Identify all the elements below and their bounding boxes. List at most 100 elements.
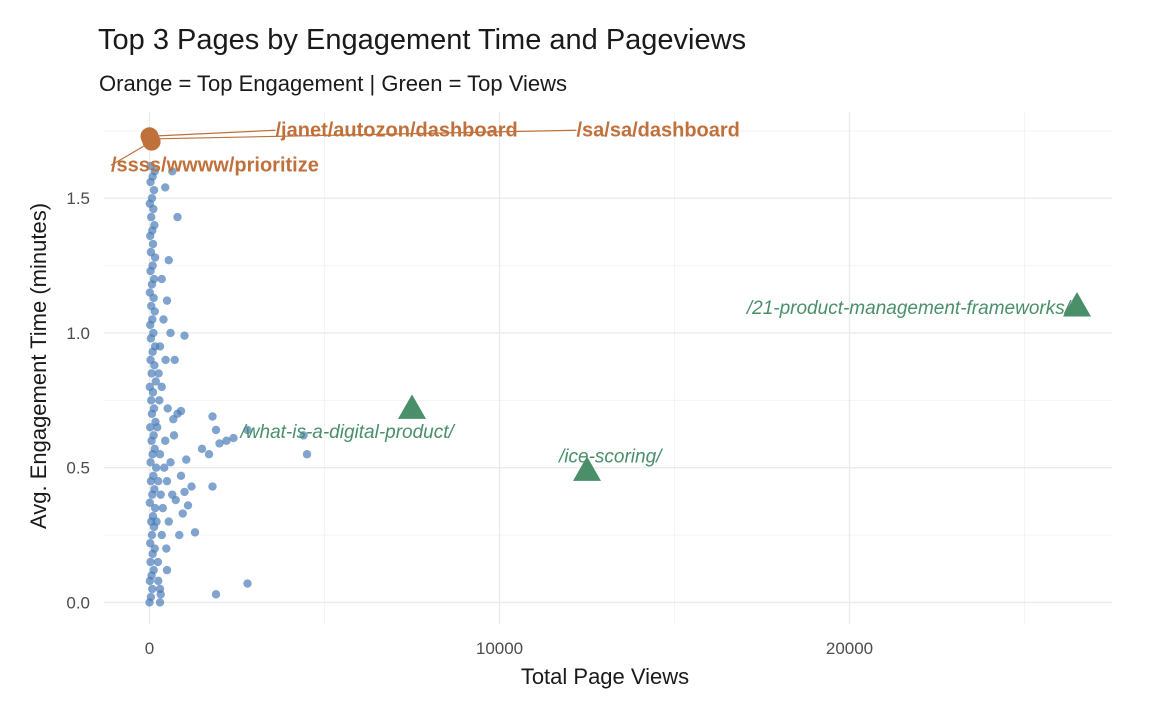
data-point — [161, 355, 170, 365]
data-point — [149, 471, 158, 480]
data-point — [162, 565, 172, 575]
data-point — [157, 274, 166, 284]
data-point — [149, 274, 159, 284]
point-label: /ssss/wwww/prioritize — [111, 154, 319, 176]
data-point — [211, 425, 221, 435]
data-point — [161, 183, 170, 192]
chart-subtitle: Orange = Top Engagement | Green = Top Vi… — [99, 71, 568, 96]
data-point — [302, 450, 312, 459]
data-point — [162, 296, 172, 305]
data-point — [154, 576, 163, 586]
data-point — [147, 369, 156, 378]
data-point — [153, 423, 162, 432]
data-point — [164, 517, 173, 526]
top-views-point — [573, 456, 601, 481]
point-label: /janet/autozon/dashboard — [276, 119, 518, 141]
data-point — [166, 328, 175, 338]
point-label: /what-is-a-digital-product/ — [239, 422, 456, 443]
data-point — [147, 301, 156, 311]
data-point — [155, 396, 164, 405]
data-point — [182, 455, 191, 464]
data-point — [243, 425, 252, 435]
data-point — [147, 530, 157, 540]
data-point — [149, 185, 159, 195]
data-point — [155, 450, 165, 459]
data-point — [151, 377, 160, 386]
data-point — [180, 487, 189, 497]
data-point — [208, 482, 217, 491]
data-point — [183, 501, 193, 510]
data-point — [166, 458, 175, 467]
data-point — [163, 404, 172, 413]
data-point — [146, 538, 155, 548]
data-point — [146, 161, 156, 171]
data-point — [146, 592, 156, 602]
data-point — [222, 436, 231, 445]
data-point — [211, 590, 221, 599]
data-point — [156, 590, 165, 599]
point-label: /21-product-management-frameworks/ — [745, 298, 1072, 319]
data-point — [243, 579, 252, 588]
point-label: /ice-scoring/ — [557, 446, 663, 467]
data-point — [146, 458, 155, 467]
y-tick-label: 1.0 — [66, 324, 90, 343]
x-tick-label: 0 — [145, 639, 154, 658]
data-point — [204, 450, 214, 459]
data-point — [150, 503, 160, 513]
data-point — [162, 544, 171, 553]
data-point — [159, 315, 168, 324]
data-point — [158, 503, 167, 513]
data-point — [190, 528, 200, 537]
data-point — [187, 482, 196, 491]
data-point — [146, 423, 155, 432]
grid — [104, 112, 1112, 624]
data-point — [149, 328, 158, 338]
chart-title: Top 3 Pages by Engagement Time and Pagev… — [98, 24, 747, 56]
data-point — [149, 404, 159, 413]
data-point — [156, 490, 165, 499]
y-tick-label: 1.5 — [66, 189, 90, 208]
data-point — [171, 495, 180, 505]
label-leader-line — [149, 129, 276, 137]
data-point — [150, 444, 159, 454]
data-point — [145, 288, 155, 297]
top-views-point — [398, 394, 426, 419]
data-point — [145, 382, 155, 392]
x-axis-label: Total Page Views — [521, 664, 689, 689]
data-point — [169, 415, 178, 424]
data-point — [150, 485, 159, 494]
data-point — [168, 167, 177, 176]
data-point — [178, 509, 187, 518]
data-point — [157, 382, 166, 392]
data-point — [155, 598, 165, 607]
data-point — [152, 517, 161, 526]
data-point — [155, 342, 165, 351]
data-point — [160, 463, 169, 472]
data-point — [146, 557, 155, 567]
y-axis-label: Avg. Engagement Time (minutes) — [26, 203, 51, 529]
data-point — [148, 239, 158, 249]
data-point — [175, 530, 184, 540]
data-point — [176, 471, 186, 480]
data-point — [169, 431, 179, 440]
data-point — [154, 369, 163, 378]
data-point — [150, 220, 159, 230]
data-point — [147, 212, 156, 222]
data-point — [161, 436, 170, 445]
y-tick-label: 0.5 — [66, 459, 90, 478]
data-point — [153, 557, 163, 567]
data-point — [149, 565, 158, 575]
top-views-point — [1063, 292, 1091, 317]
data-point — [229, 433, 238, 443]
data-point — [147, 194, 157, 203]
data-point — [145, 498, 155, 507]
data-point — [154, 476, 163, 486]
data-points — [140, 127, 1091, 607]
label-leader-line — [150, 129, 577, 140]
data-point — [146, 247, 156, 257]
data-point — [180, 331, 189, 340]
data-point — [164, 256, 173, 265]
data-point — [149, 431, 158, 440]
data-point — [208, 412, 217, 421]
